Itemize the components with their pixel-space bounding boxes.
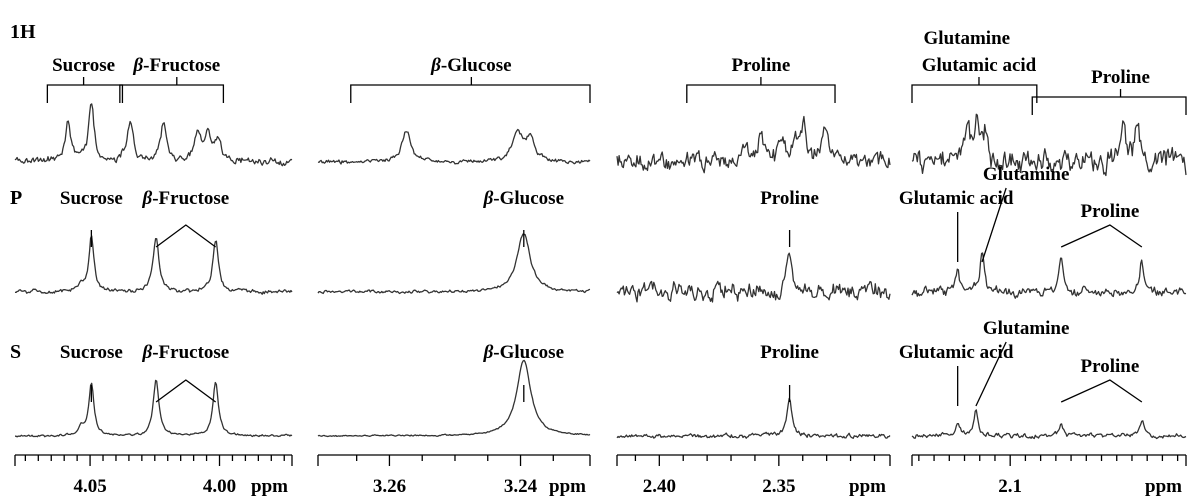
axis-unit-label: ppm [549,476,586,497]
annotation-label: Sucrose [52,55,115,76]
peak-annotation: Proline [686,55,836,103]
peak-annotation: Proline [760,188,819,247]
annotation-label: Proline [760,342,819,363]
peak-annotation: Proline [760,342,819,402]
spectrum-trace-1h [14,103,293,167]
peak-annotation: Sucrose [46,55,124,103]
annotation-bracket [119,77,225,103]
annotation-label: β-Glucose [483,342,564,363]
annotation-bracket [350,77,591,103]
annotation-bracket [686,77,836,103]
peak-annotation: Glutamine [981,164,1070,263]
tick-label: 2.1 [998,476,1022,497]
peak-annotation: Glutamine [924,28,1011,49]
peak-annotation: β-Glucose [350,55,591,103]
spectrum-trace-p [911,252,1187,299]
annotation-label: Glutamine [983,164,1070,185]
annotation-label: β-Glucose [483,188,564,209]
row-label-1h: 1H [10,21,36,43]
tick-label: 2.40 [643,476,676,497]
spectrum-panel-3: Proline Proline Proline 2.40 2.35 ppm [616,55,891,497]
axis-unit-label: ppm [849,476,886,497]
annotation-label: Proline [732,55,791,76]
annotation-leader [975,341,1007,407]
spectrum-trace-1h [911,113,1187,177]
annotation-label: Proline [760,188,819,209]
annotation-label: Proline [1091,67,1150,88]
annotation-bracket [1031,89,1187,115]
spectrum-panel-2: β-Glucose β-Glucose β-Glucose 3.26 3.24 ppm [317,55,591,497]
annotation-bracket [911,77,1038,103]
annotation-label: Sucrose [60,188,123,209]
annotation-chevron [155,224,217,248]
annotation-leader [981,187,1007,263]
spectrum-panel-1: Sucrose β-Fructose Sucrose β-Fructose Sucros… [14,55,293,497]
peak-annotation: Sucrose [60,188,123,247]
spectrum-trace-p [616,252,891,303]
x-axis: 4.05 4.00 ppm [14,454,293,497]
peak-annotation: Glutamic acid [899,342,1014,406]
tick-label: 4.05 [73,476,106,497]
row-labels: 1H P S [10,21,36,363]
x-axis: 2.40 2.35 ppm [616,454,891,497]
annotation-label: Glutamine [924,28,1011,49]
annotation-label: Glutamic acid [922,55,1037,76]
annotation-chevron [1060,224,1143,248]
peak-annotation: Glutamine [975,318,1070,407]
peak-annotation: Proline [1060,201,1143,248]
peak-annotation: β-Fructose [141,342,229,403]
peak-annotation: β-Glucose [483,342,564,402]
annotation-label: β-Fructose [132,55,220,76]
spectrum-trace-s [616,397,891,439]
annotation-label: Glutamic acid [899,188,1014,209]
axis-unit-label: ppm [251,476,288,497]
spectrum-trace-1h [317,128,591,165]
peak-annotation: β-Glucose [483,188,564,247]
row-label-p: P [10,187,22,209]
peak-annotation: Glutamic acid [911,55,1038,103]
annotation-chevron [1060,379,1143,403]
x-axis: 3.26 3.24 ppm [317,454,591,497]
annotation-label: β-Fructose [141,188,229,209]
peak-annotation: β-Fructose [119,55,225,103]
spectrum-trace-s [317,359,591,438]
spectrum-trace-p [14,235,293,295]
x-axis: 2.1 ppm [911,454,1187,497]
peak-annotation: Proline [1031,67,1187,115]
annotation-label: β-Fructose [141,342,229,363]
spectrum-trace-s [911,409,1187,440]
tick-label: 4.00 [203,476,236,497]
annotation-label: Proline [1081,356,1140,377]
annotation-chevron [155,379,217,403]
annotation-label: β-Glucose [430,55,511,76]
peak-annotation: β-Fructose [141,188,229,248]
tick-label: 3.24 [504,476,538,497]
spectrum-trace-s [15,379,293,438]
peak-annotation: Sucrose [60,342,123,402]
spectrum-trace-1h [616,115,891,174]
annotation-label: Glutamine [983,318,1070,339]
annotation-label: Glutamic acid [899,342,1014,363]
row-label-s: S [10,341,21,363]
spectrum-panel-4: Glutamine Glutamic acid Proline Glutamic ac… [899,28,1187,497]
annotation-bracket [46,77,124,103]
peak-annotation: Glutamic acid [899,188,1014,262]
spectra-panels: Sucrose β-Fructose Sucrose β-Fructose Sucros… [14,28,1187,497]
annotation-label: Sucrose [60,342,123,363]
peak-annotation: Proline [1060,356,1143,403]
tick-label: 2.35 [762,476,795,497]
spectrum-trace-p [317,233,591,295]
tick-label: 3.26 [373,476,406,497]
axis-unit-label: ppm [1145,476,1182,497]
annotation-label: Proline [1081,201,1140,222]
